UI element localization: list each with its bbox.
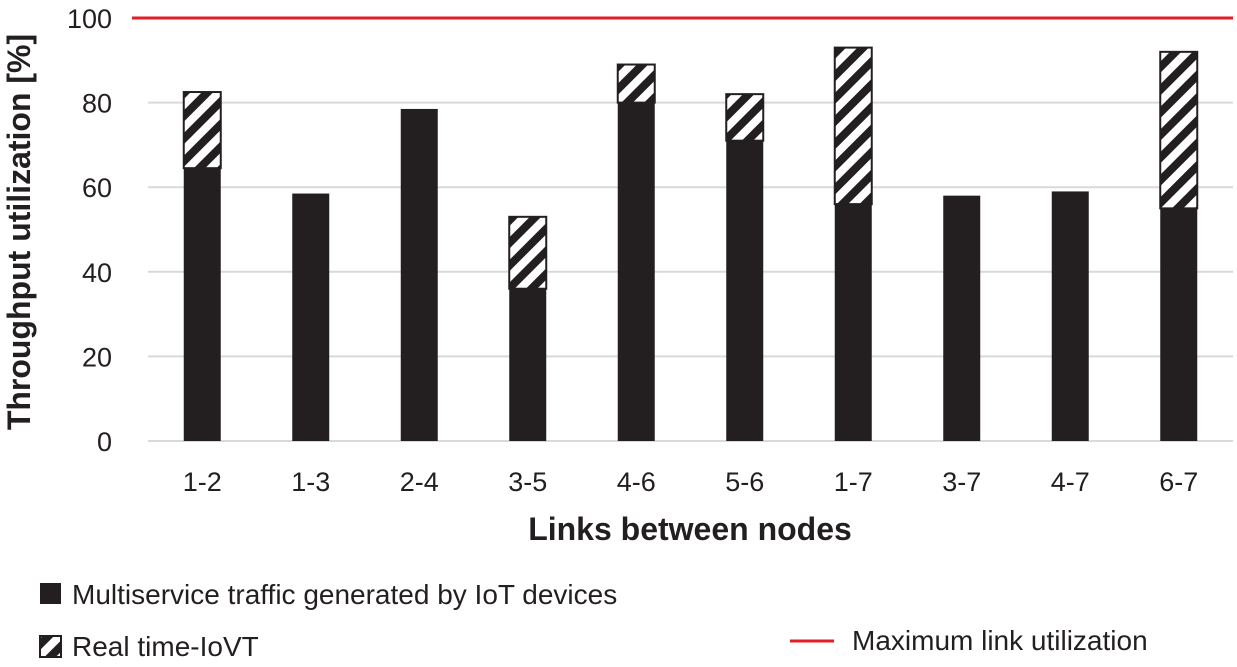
legend-label-realtime: Real time-IoVT [72,631,259,662]
bar-5-6-realtime-iovt [725,93,765,142]
bars [182,46,1199,442]
bar-4-6-multiservice [617,102,655,441]
y-tick-label-20: 20 [82,342,112,372]
bar-4-7-multiservice [1051,191,1089,441]
x-tick-label-3-7: 3-7 [942,467,981,497]
legend-swatch-multiservice [40,583,61,604]
x-tick-label-1-3: 1-3 [291,467,330,497]
bar-1-2-realtime-iovt [182,91,222,170]
bar-3-5-multiservice [509,288,547,441]
y-tick-label-100: 100 [67,4,112,34]
legend-swatch-realtime [39,635,62,658]
x-tick-label-5-6: 5-6 [725,467,764,497]
y-axis-ticks: 0 20 40 60 80 100 [67,4,112,457]
bar-2-4-multiservice [400,108,438,441]
bar-5-6-multiservice [726,140,764,442]
x-tick-label-4-6: 4-6 [617,467,656,497]
legend-label-max-utilization: Maximum link utilization [852,625,1148,656]
legend-label-multiservice: Multiservice traffic generated by IoT de… [72,579,617,610]
x-tick-label-3-5: 3-5 [508,467,547,497]
bar-1-2-multiservice [183,168,221,442]
x-tick-label-2-4: 2-4 [400,467,439,497]
bar-1-7-multiservice [834,204,872,441]
x-tick-label-1-2: 1-2 [183,467,222,497]
legend: Multiservice traffic generated by IoT de… [39,579,1148,662]
x-axis-ticks: 1-2 1-3 2-4 3-5 4-6 5-6 1-7 3-7 4-7 6-7 [183,467,1199,497]
bar-6-7-multiservice [1160,208,1198,441]
x-tick-label-6-7: 6-7 [1159,467,1198,497]
bar-6-7-realtime-iovt [1159,50,1199,210]
bar-1-7-realtime-iovt [833,46,873,206]
x-axis-title: Links between nodes [528,511,852,547]
bar-3-5-realtime-iovt [508,215,548,290]
bar-1-3-multiservice [292,193,330,441]
x-tick-label-4-7: 4-7 [1051,467,1090,497]
y-tick-label-40: 40 [82,258,112,288]
y-axis-title: Throughput utilization [%] [1,34,37,430]
y-tick-label-60: 60 [82,173,112,203]
bar-3-7-multiservice [943,195,981,441]
y-tick-label-80: 80 [82,89,112,119]
y-tick-label-0: 0 [97,427,112,457]
bar-4-6-realtime-iovt [616,63,656,104]
x-tick-label-1-7: 1-7 [834,467,873,497]
